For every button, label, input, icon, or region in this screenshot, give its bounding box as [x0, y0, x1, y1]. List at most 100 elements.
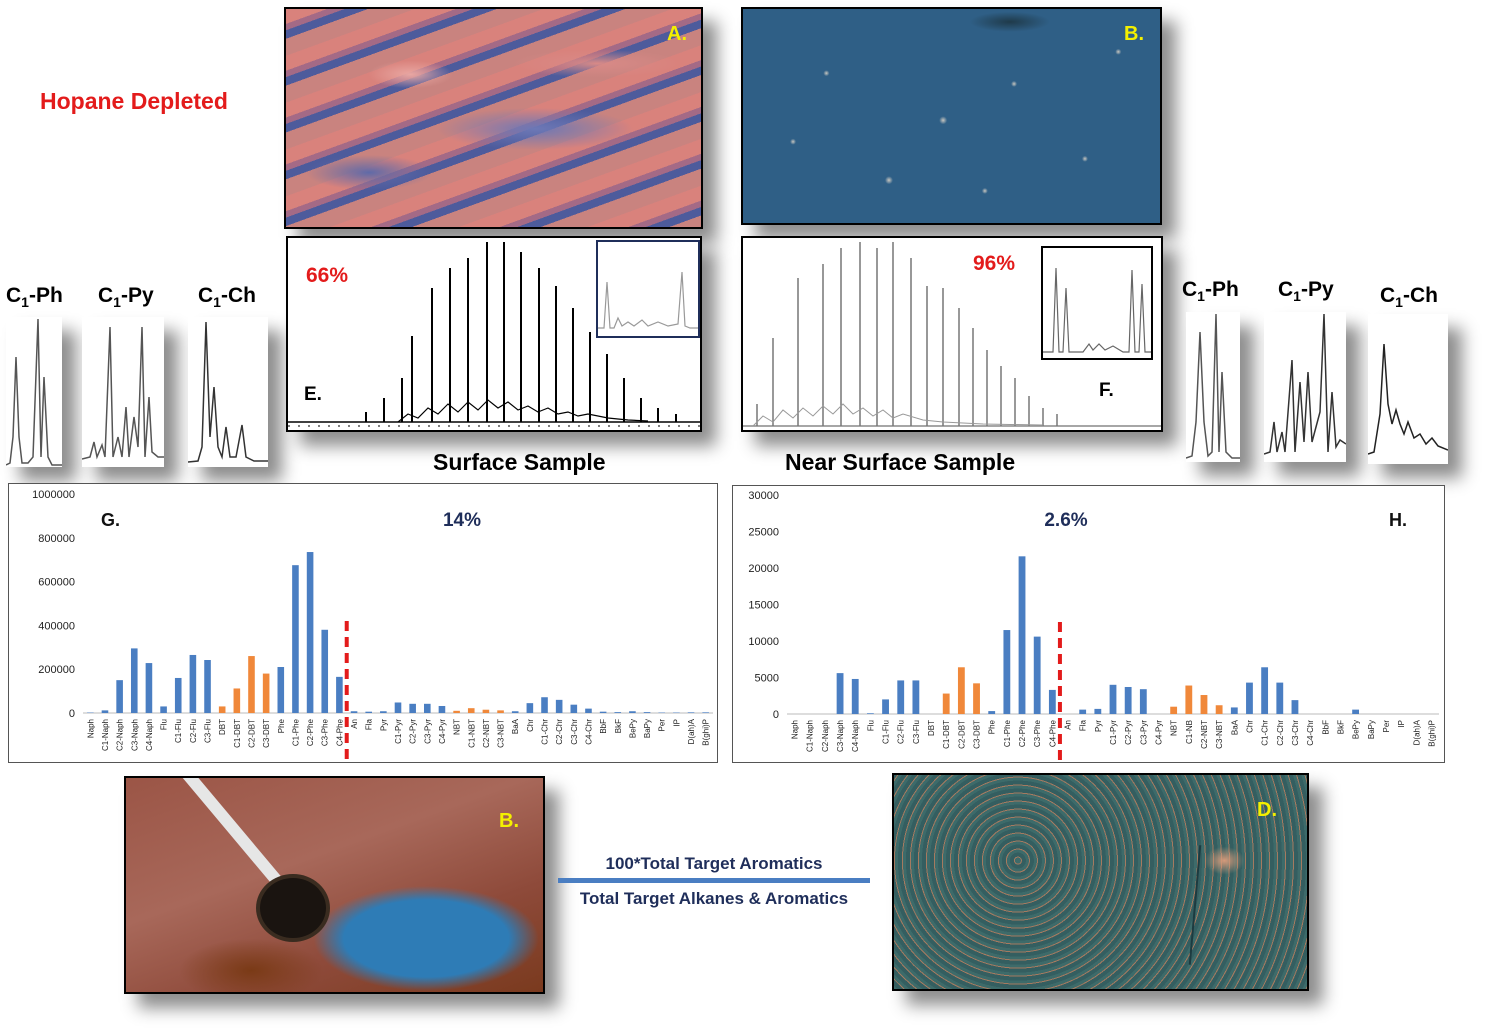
x-tick-label: C2-Phe — [306, 718, 315, 746]
bar-nbt — [453, 710, 460, 713]
x-tick-label: BkF — [614, 719, 623, 733]
chromatogram-f-trace — [743, 242, 1161, 427]
x-tick-label: Per — [1382, 720, 1391, 733]
x-tick-label: DBT — [927, 720, 936, 736]
bar-an — [350, 711, 358, 713]
bar-pyr — [380, 711, 387, 713]
trace-c1-py-right — [1264, 312, 1346, 462]
x-tick-label: An — [350, 719, 359, 729]
x-tick-label: C3-NBT — [1215, 720, 1224, 749]
x-tick-label: C4-Naph — [145, 719, 154, 751]
x-tick-label: C2-Flu — [897, 720, 906, 744]
x-tick-label: C3-Naph — [130, 719, 139, 751]
bar-c4-naph — [145, 663, 153, 713]
bar-c4-naph — [851, 678, 859, 714]
x-tick-label: C1-Phe — [1003, 719, 1012, 747]
chromatogram-f: 96% F. — [741, 236, 1163, 432]
y-tick-label: 400000 — [38, 620, 75, 632]
bar-c3-pyr — [424, 703, 431, 713]
x-tick-label: C1-Pyr — [1109, 720, 1118, 745]
chart-h: 0 5000 10000 15000 20000 25000 30000 Naph C1-Nap… — [748, 490, 1439, 762]
x-tick-label: B(ghi)P — [702, 719, 711, 746]
surface-sample-title: Surface Sample — [433, 449, 606, 475]
x-tick-label: C4-Chr — [1306, 720, 1315, 746]
x-tick-label: C4-Phe — [335, 718, 344, 746]
x-tick-label: Fla — [365, 718, 374, 730]
photo-d-aerial-slick: D. — [892, 773, 1309, 991]
x-tick-label: C2-NBT — [482, 719, 491, 748]
x-tick-label: Naph — [791, 720, 800, 739]
x-tick-label: Chr — [526, 719, 535, 732]
bar-c3-chr — [570, 704, 578, 713]
x-tick-label: C3-Pyr — [1139, 720, 1148, 745]
compound-name-c1-ch-left: C1-Ch — [198, 284, 256, 311]
chromatogram-e-inset-trace — [598, 271, 698, 329]
chromatogram-f-percent: 96% — [973, 252, 1016, 275]
bar-d-ah-a — [687, 712, 695, 713]
y-tick-label: 20000 — [748, 563, 779, 575]
chart-panel-label: G. — [101, 510, 120, 530]
bar-c3-naph — [130, 648, 138, 713]
x-tick-label: An — [1064, 720, 1073, 730]
bar-c2-dbt — [248, 656, 255, 713]
x-tick-label: C2-DBT — [957, 720, 966, 749]
chromatogram-e-trace — [288, 242, 700, 427]
x-tick-label: IP — [1397, 720, 1406, 728]
x-tick-label: C3-Flu — [912, 720, 921, 744]
bar-baa — [1230, 707, 1238, 714]
chromatogram-f-label: F. — [1099, 380, 1114, 401]
photo-b-bottom-label: B. — [499, 810, 519, 832]
bar-c4-pyr — [438, 705, 446, 713]
compound-name-c1-ph-left: C1-Ph — [6, 284, 63, 311]
bar-bepy — [629, 711, 636, 713]
bar-c2-phe — [306, 552, 314, 713]
chart-h-frame: 0 5000 10000 15000 20000 25000 30000 Naph C1-Nap… — [732, 485, 1445, 763]
chromatogram-e-inset — [596, 240, 700, 338]
x-tick-label: C2-Naph — [116, 719, 125, 751]
bar-flu — [866, 713, 874, 714]
bar-c2-chr — [555, 699, 563, 713]
bar-c1-chr — [1261, 667, 1269, 714]
bar-bepy — [1352, 709, 1360, 714]
bar-c1-nb — [1185, 685, 1193, 714]
bar-c4-phe — [1048, 689, 1056, 714]
x-tick-label: C3-Pyr — [423, 719, 432, 744]
bar-phe — [988, 711, 996, 714]
bar-c2-chr — [1276, 682, 1284, 714]
x-tick-label: C2-Flu — [189, 719, 198, 743]
x-tick-label: Pyr — [1094, 720, 1103, 732]
bar-c1-pyr — [394, 702, 402, 713]
photo-b-top-label: B. — [1124, 23, 1144, 45]
bar-c1-dbt — [233, 688, 241, 713]
x-tick-label: C4-Chr — [584, 719, 593, 745]
chromatogram-e-label: E. — [304, 384, 322, 405]
bar-c1-flu — [882, 699, 889, 714]
compound-name-c1-ch-right: C1-Ch — [1380, 284, 1438, 311]
x-tick-label: BaPy — [643, 719, 652, 738]
x-tick-label: BePy — [1352, 720, 1361, 739]
bar-c3-nbt — [497, 710, 504, 713]
y-tick-label: 5000 — [755, 673, 779, 685]
x-tick-label: BePy — [628, 719, 637, 738]
bar-c3-flu — [204, 660, 211, 713]
bar-c3-phe — [321, 629, 329, 713]
x-tick-label: Phe — [988, 719, 997, 734]
x-tick-label: Flu — [866, 720, 875, 731]
bar-c3-flu — [912, 680, 920, 714]
x-tick-label: C2-Pyr — [409, 719, 418, 744]
chromatogram-f-inset — [1041, 246, 1153, 360]
bar-c2-flu — [189, 654, 197, 713]
y-tick-label: 30000 — [748, 490, 779, 502]
bar-c4-phe — [336, 676, 343, 713]
photo-d-wake — [1188, 845, 1202, 965]
bar-c2-dbt — [957, 667, 965, 714]
bar-c3-dbt — [262, 673, 270, 713]
x-tick-label: C1-Pyr — [394, 719, 403, 744]
y-tick-label: 200000 — [38, 664, 75, 676]
x-tick-label: C4-Pyr — [438, 719, 447, 744]
chart-g-frame: 0 200000 400000 600000 800000 1000000 Naph C1-N… — [8, 483, 718, 763]
bar-chr — [526, 703, 534, 713]
bar-bapy — [643, 712, 651, 713]
bar-c1-naph — [101, 710, 109, 713]
bar-c2-pyr — [409, 703, 416, 713]
